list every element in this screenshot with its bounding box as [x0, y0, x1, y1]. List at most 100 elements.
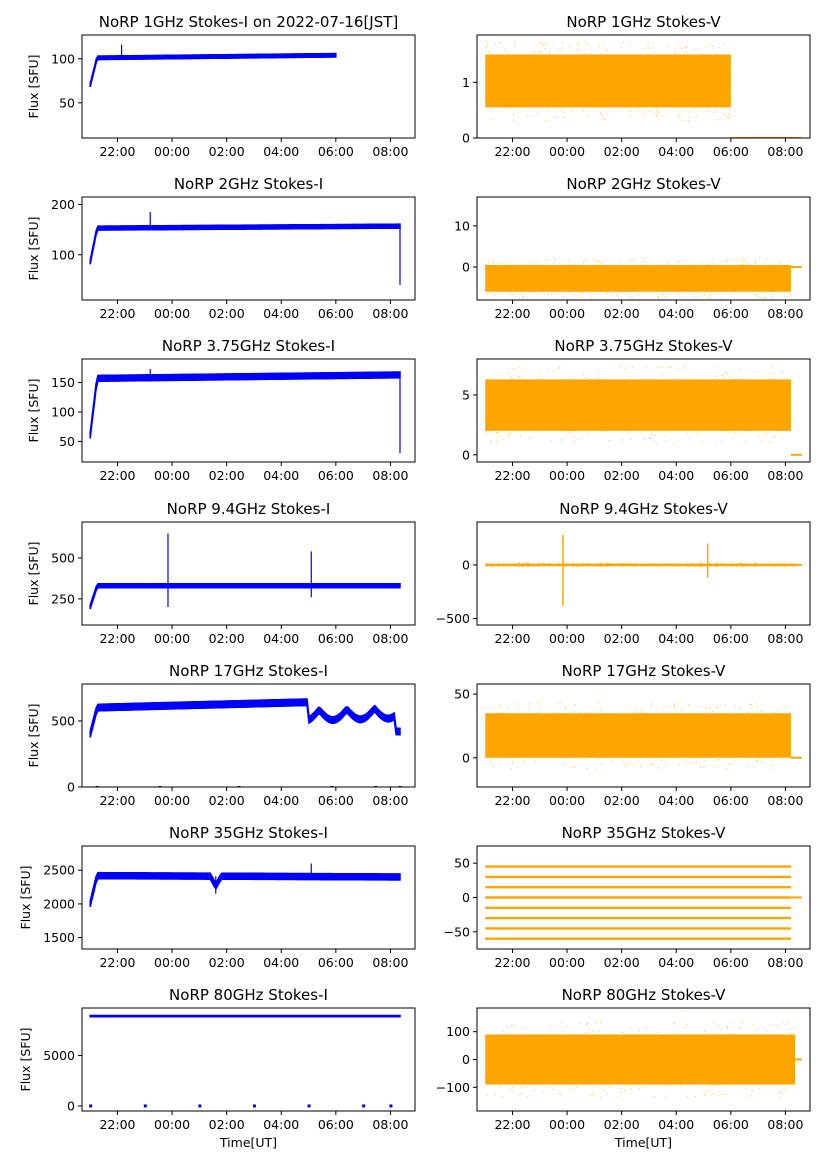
x-tick-label: 08:00 [767, 1117, 803, 1132]
noise-point [669, 371, 671, 373]
x-tick-label: 02:00 [604, 793, 640, 808]
noise-point [750, 1095, 752, 1097]
noise-point [704, 760, 706, 762]
noise-point [531, 115, 533, 117]
subplot-title: NoRP 80GHz Stokes-V [562, 986, 727, 1004]
noise-point [676, 261, 678, 263]
noise-point [602, 42, 604, 44]
noise-point [572, 109, 574, 111]
noise-point [677, 702, 679, 704]
noise-point [568, 260, 570, 262]
noise-point [659, 757, 661, 759]
x-tick-label: 08:00 [767, 955, 803, 970]
noise-point [709, 1084, 711, 1087]
noise-point [542, 45, 544, 47]
noise-point [522, 296, 524, 298]
noise-point [489, 430, 491, 432]
noise-point [485, 431, 487, 433]
noise-point [529, 438, 531, 440]
noise-point [701, 566, 703, 568]
noise-point [487, 51, 489, 53]
x-tick-label: 00:00 [154, 955, 190, 970]
noise-point [599, 1021, 602, 1024]
noise-point [546, 45, 548, 47]
noise-point [751, 1089, 753, 1091]
y-tick-label: 200 [51, 197, 75, 212]
noise-point [676, 1025, 678, 1027]
noise-point [572, 562, 574, 564]
stokes-v-band [485, 379, 791, 431]
noise-point [500, 41, 502, 43]
noise-point [504, 50, 506, 52]
axes-frame [476, 34, 811, 139]
x-tick-label: 04:00 [263, 955, 299, 970]
noise-point [597, 260, 600, 262]
noise-point [510, 263, 512, 265]
noise-point [656, 110, 659, 112]
noise-point [772, 566, 774, 568]
subplot-1: 22:00 00:00 02:00 04:00 06:00 08:00 50 100 NoRP … [26, 13, 416, 159]
noise-point [757, 435, 760, 437]
noise-point [557, 1092, 559, 1094]
noise-point [583, 41, 585, 43]
noise-point [523, 566, 525, 568]
noise-point [606, 1093, 609, 1096]
noise-point [627, 291, 629, 293]
noise-point [649, 437, 651, 439]
subplot-13: 22:00 00:00 02:00 04:00 06:00 08:00 0 5000 NoRP … [18, 986, 416, 1150]
noise-point [509, 373, 511, 375]
noise-point [703, 766, 705, 768]
noise-point [718, 118, 720, 120]
plot-area [89, 369, 401, 454]
noise-point [726, 115, 728, 117]
noise-point [561, 1021, 563, 1023]
noise-point [622, 41, 624, 44]
noise-point [707, 107, 709, 109]
x-tick-label: 08:00 [372, 468, 408, 483]
noise-point [656, 1031, 659, 1033]
noise-point [517, 562, 519, 564]
noise-point [517, 111, 519, 113]
noise-point [779, 562, 781, 565]
noise-point [713, 1093, 715, 1095]
noise-point [625, 1084, 627, 1087]
stokes-i-band [89, 52, 337, 88]
x-tick-label: 22:00 [99, 955, 135, 970]
noise-point [600, 566, 603, 568]
noise-point [709, 297, 711, 299]
noise-point [711, 291, 713, 293]
x-tick-label: 00:00 [549, 631, 585, 646]
noise-point [650, 704, 652, 706]
noise-point [700, 376, 702, 378]
plot-area [89, 1014, 401, 1108]
noise-point [730, 763, 732, 765]
noise-point [552, 262, 555, 264]
noise-point [634, 711, 636, 713]
noise-point [512, 112, 515, 114]
noise-point [606, 291, 608, 293]
x-tick-label: 04:00 [658, 144, 694, 159]
x-tick-label: 22:00 [99, 144, 135, 159]
noise-point [649, 763, 652, 765]
noise-point [622, 563, 625, 565]
noise-point [576, 566, 578, 568]
noise-point [604, 1089, 606, 1091]
noise-point [701, 262, 703, 264]
noise-point [656, 114, 658, 116]
noise-point [764, 377, 766, 379]
x-tick-label: 02:00 [209, 468, 245, 483]
noise-point [538, 260, 540, 262]
noise-point [685, 1027, 687, 1029]
noise-point [661, 366, 663, 368]
noise-point [756, 761, 758, 764]
noise-point [552, 565, 554, 567]
plot-area [89, 212, 401, 285]
noise-point [549, 1025, 551, 1027]
x-tick-label: 06:00 [713, 306, 749, 321]
noise-point [592, 1092, 594, 1094]
noise-point [492, 712, 494, 714]
noise-point [732, 1022, 734, 1024]
noise-point [717, 562, 719, 565]
noise-point [684, 259, 686, 262]
subplot-10: 22:00 00:00 02:00 04:00 06:00 08:00 0 50 NoRP 17… [454, 662, 811, 808]
